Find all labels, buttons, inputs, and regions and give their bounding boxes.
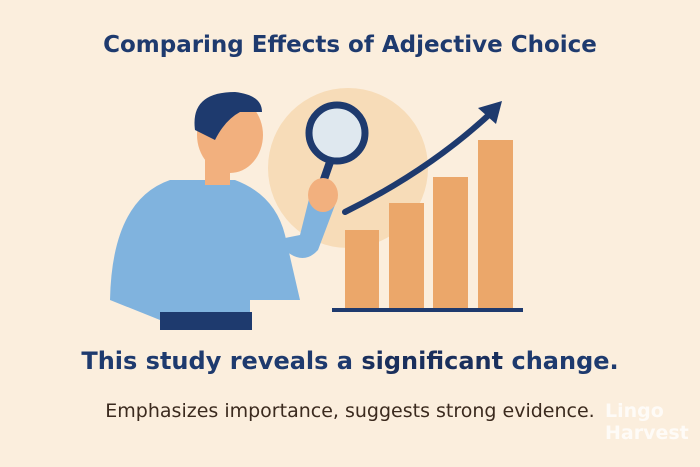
title: Comparing Effects of Adjective Choice [103, 32, 597, 58]
bar [433, 177, 468, 310]
person-belt [160, 312, 252, 330]
bar [478, 140, 513, 310]
example-sentence: This study reveals a significant change. [0, 347, 700, 375]
sentence-start: This study reveals a [81, 347, 362, 375]
person-hair [194, 92, 262, 140]
watermark: Lingo Harvest [605, 400, 689, 444]
person-hand [308, 178, 338, 212]
bar [345, 230, 379, 310]
magnifier [305, 101, 369, 165]
watermark-line: Harvest [605, 422, 689, 444]
arrow-head [478, 101, 502, 124]
watermark-line: Lingo [605, 400, 664, 422]
person-body [110, 180, 300, 320]
sentence-adjective: significant [361, 347, 504, 375]
explanation: Emphasizes importance, suggests strong e… [105, 400, 595, 422]
bar [389, 203, 424, 310]
sentence-end: change. [503, 347, 619, 375]
trend-arrow [342, 109, 495, 215]
